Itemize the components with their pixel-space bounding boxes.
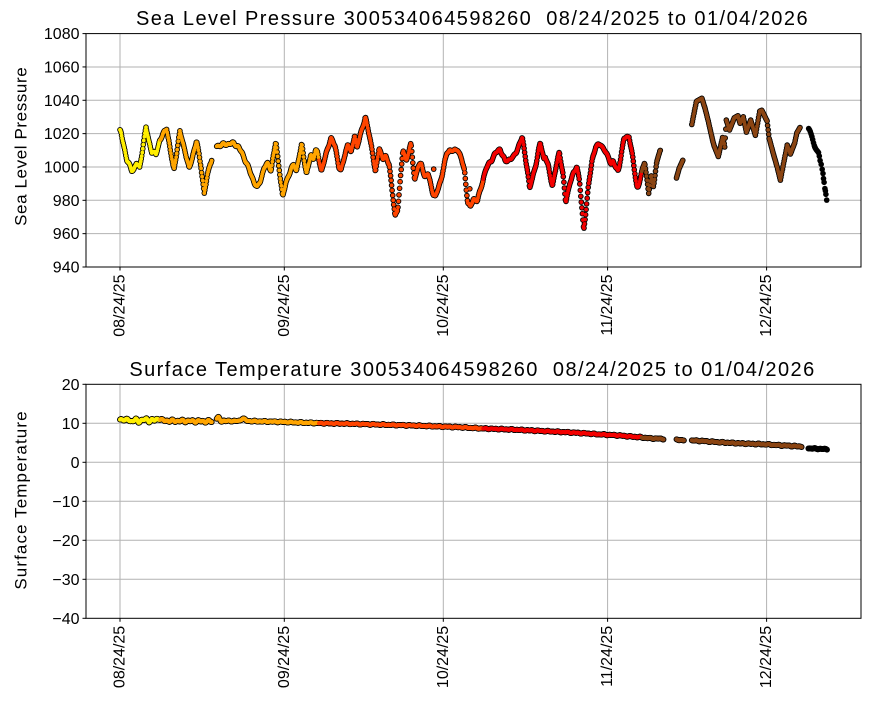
- svg-text:1020: 1020: [44, 126, 80, 143]
- svg-text:1040: 1040: [44, 93, 80, 110]
- svg-text:1060: 1060: [44, 59, 80, 76]
- svg-text:1080: 1080: [44, 26, 80, 43]
- svg-text:08/24/25: 08/24/25: [112, 274, 129, 336]
- svg-text:11/24/25: 11/24/25: [599, 274, 616, 335]
- svg-text:1000: 1000: [44, 160, 80, 177]
- svg-text:960: 960: [53, 226, 80, 243]
- svg-text:Sea Level Pressure: Sea Level Pressure: [12, 67, 31, 226]
- svg-text:10/24/25: 10/24/25: [435, 274, 452, 336]
- svg-text:Sea Level Pressure 30053406459: Sea Level Pressure 300534064598260 08/24…: [136, 8, 809, 30]
- svg-text:980: 980: [53, 193, 80, 210]
- svg-text:12/24/25: 12/24/25: [758, 274, 775, 336]
- svg-text:09/24/25: 09/24/25: [276, 274, 293, 336]
- svg-text:940: 940: [53, 260, 80, 277]
